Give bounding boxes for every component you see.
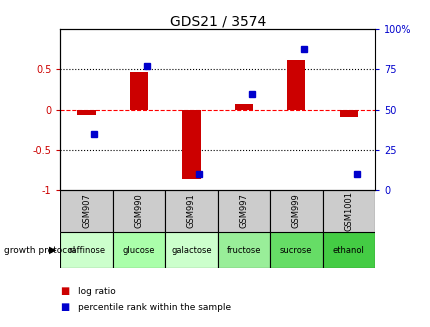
- Text: growth protocol: growth protocol: [4, 246, 76, 255]
- Bar: [322, 232, 374, 268]
- Text: sucrose: sucrose: [280, 246, 312, 255]
- Bar: [217, 232, 270, 268]
- Text: GSM999: GSM999: [291, 194, 300, 228]
- Bar: [217, 190, 270, 232]
- Text: ■: ■: [60, 302, 69, 312]
- Bar: [286, 60, 305, 110]
- Text: GSM1001: GSM1001: [344, 191, 353, 231]
- Bar: [182, 110, 200, 179]
- Text: log ratio: log ratio: [77, 286, 115, 296]
- Bar: [165, 232, 217, 268]
- Bar: [113, 190, 165, 232]
- Bar: [77, 110, 95, 115]
- Text: raffinose: raffinose: [68, 246, 105, 255]
- Bar: [60, 232, 113, 268]
- Text: GSM990: GSM990: [134, 194, 143, 228]
- Text: percentile rank within the sample: percentile rank within the sample: [77, 303, 230, 312]
- Text: GSM997: GSM997: [239, 194, 248, 228]
- Text: GSM991: GSM991: [187, 194, 196, 228]
- Text: ■: ■: [60, 286, 69, 296]
- Bar: [270, 232, 322, 268]
- Bar: [234, 104, 252, 110]
- Text: ethanol: ethanol: [332, 246, 364, 255]
- Text: ▶: ▶: [49, 245, 56, 255]
- Text: fructose: fructose: [226, 246, 261, 255]
- Bar: [270, 190, 322, 232]
- Text: glucose: glucose: [123, 246, 155, 255]
- Bar: [165, 190, 217, 232]
- Bar: [113, 232, 165, 268]
- Bar: [339, 110, 357, 117]
- Text: galactose: galactose: [171, 246, 211, 255]
- Title: GDS21 / 3574: GDS21 / 3574: [169, 14, 265, 28]
- Text: GSM907: GSM907: [82, 194, 91, 228]
- Bar: [322, 190, 374, 232]
- Bar: [129, 72, 148, 110]
- Bar: [60, 190, 113, 232]
